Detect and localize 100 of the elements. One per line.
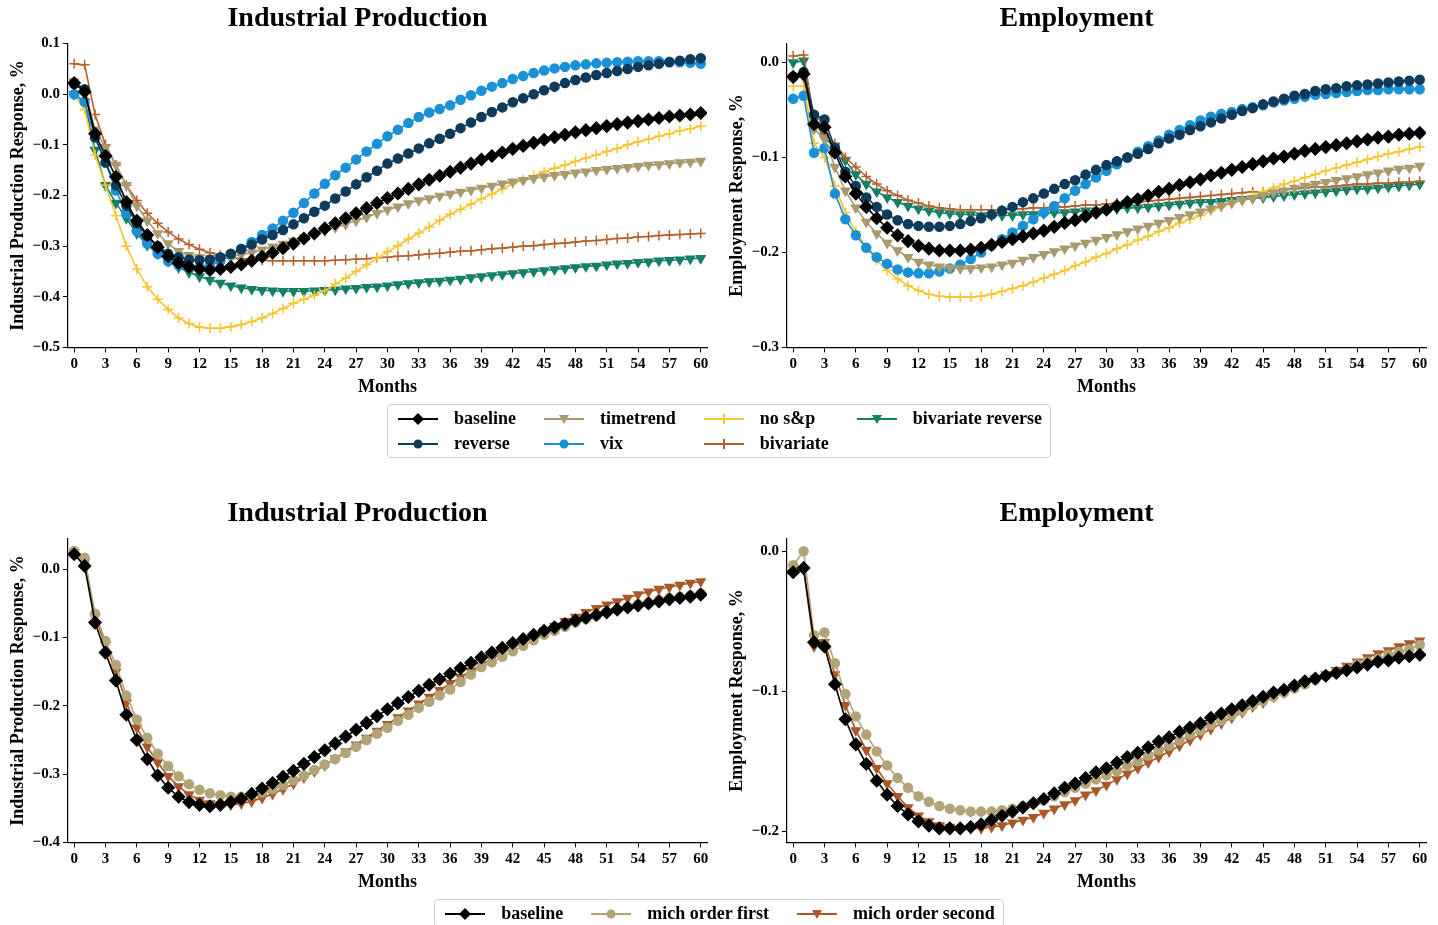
y-tick-label: −0.2 bbox=[32, 186, 60, 203]
x-tick-label: 24 bbox=[1036, 850, 1052, 867]
x-tick-label: 27 bbox=[1067, 850, 1084, 867]
chart-title: Industrial Production bbox=[227, 496, 488, 528]
x-axis-title: Months bbox=[1076, 870, 1136, 891]
legend-label: bivariate bbox=[759, 433, 829, 454]
y-tick-label: −0.5 bbox=[32, 338, 60, 355]
x-tick-label: 0 bbox=[789, 850, 797, 867]
y-tick-label: 0.0 bbox=[41, 85, 60, 102]
y-tick-label: −0.1 bbox=[32, 135, 60, 152]
x-tick-label: 0 bbox=[70, 355, 78, 372]
x-tick-label: 3 bbox=[820, 355, 829, 372]
x-tick-label: 45 bbox=[1255, 355, 1271, 372]
x-tick-label: 60 bbox=[693, 850, 709, 867]
x-tick-label: 15 bbox=[223, 850, 239, 867]
x-tick-label: 3 bbox=[101, 355, 110, 372]
x-tick-label: 36 bbox=[1161, 355, 1178, 372]
x-tick-label: 48 bbox=[567, 850, 583, 867]
x-tick-label: 48 bbox=[1286, 355, 1302, 372]
x-tick-label: 27 bbox=[1067, 355, 1084, 372]
x-tick-label: 60 bbox=[1412, 355, 1428, 372]
x-tick-label: 12 bbox=[191, 355, 207, 372]
x-tick-label: 36 bbox=[442, 355, 459, 372]
y-tick-label: −0.4 bbox=[32, 833, 61, 850]
y-tick-label: −0.4 bbox=[32, 287, 61, 304]
x-tick-label: 24 bbox=[317, 355, 333, 372]
legend-label: timetrend bbox=[600, 408, 676, 429]
x-tick-label: 24 bbox=[1036, 355, 1052, 372]
x-tick-label: 51 bbox=[599, 355, 615, 372]
y-tick-label: 0.1 bbox=[41, 34, 60, 51]
x-tick-label: 9 bbox=[883, 355, 891, 372]
x-tick-label: 33 bbox=[411, 850, 427, 867]
x-tick-label: 12 bbox=[191, 850, 207, 867]
y-tick-label: −0.3 bbox=[32, 237, 60, 254]
x-tick-label: 39 bbox=[1192, 850, 1208, 867]
y-axis-title: Industrial Production Response, % bbox=[7, 60, 28, 331]
x-tick-label: 45 bbox=[1255, 850, 1271, 867]
x-tick-label: 18 bbox=[254, 850, 270, 867]
x-tick-label: 33 bbox=[411, 355, 427, 372]
x-tick-label: 30 bbox=[379, 355, 395, 372]
y-tick-label: −0.1 bbox=[32, 628, 60, 645]
x-tick-label: 54 bbox=[1349, 850, 1366, 867]
x-tick-label: 39 bbox=[473, 850, 489, 867]
x-tick-label: 24 bbox=[317, 850, 333, 867]
y-tick-label: −0.1 bbox=[751, 682, 779, 699]
x-tick-label: 51 bbox=[1318, 850, 1334, 867]
x-tick-label: 6 bbox=[133, 355, 142, 372]
x-tick-label: 0 bbox=[789, 355, 797, 372]
x-tick-label: 21 bbox=[1004, 355, 1020, 372]
x-tick-label: 30 bbox=[1098, 355, 1114, 372]
x-tick-label: 15 bbox=[223, 355, 239, 372]
x-tick-label: 21 bbox=[285, 850, 301, 867]
x-tick-label: 51 bbox=[599, 850, 615, 867]
x-tick-label: 33 bbox=[1130, 850, 1146, 867]
x-tick-label: 6 bbox=[852, 355, 861, 372]
y-tick-label: 0.0 bbox=[760, 542, 779, 559]
legend-label: vix bbox=[600, 433, 624, 454]
x-tick-label: 42 bbox=[1224, 355, 1240, 372]
y-tick-label: −0.1 bbox=[751, 148, 779, 165]
x-tick-label: 15 bbox=[942, 355, 958, 372]
x-tick-label: 15 bbox=[942, 850, 958, 867]
x-tick-label: 27 bbox=[348, 355, 365, 372]
x-tick-label: 45 bbox=[536, 355, 552, 372]
x-tick-label: 48 bbox=[1286, 850, 1302, 867]
x-tick-label: 54 bbox=[630, 850, 647, 867]
x-tick-label: 45 bbox=[536, 850, 552, 867]
x-tick-label: 33 bbox=[1130, 355, 1146, 372]
y-tick-label: −0.2 bbox=[751, 822, 779, 839]
x-tick-label: 12 bbox=[910, 850, 926, 867]
y-tick-label: 0.0 bbox=[41, 560, 60, 577]
x-tick-label: 57 bbox=[661, 355, 678, 372]
x-tick-label: 60 bbox=[1412, 850, 1428, 867]
x-tick-label: 6 bbox=[133, 850, 142, 867]
x-tick-label: 39 bbox=[473, 355, 489, 372]
x-tick-label: 57 bbox=[1380, 850, 1397, 867]
legend-label: baseline bbox=[501, 903, 564, 924]
x-tick-label: 54 bbox=[630, 355, 647, 372]
legend-label: mich order second bbox=[853, 903, 995, 924]
y-axis-title: Employment Response, % bbox=[726, 94, 747, 297]
x-tick-label: 9 bbox=[164, 355, 172, 372]
x-tick-label: 60 bbox=[693, 355, 709, 372]
x-tick-label: 54 bbox=[1349, 355, 1366, 372]
x-tick-label: 30 bbox=[1098, 850, 1114, 867]
x-tick-label: 57 bbox=[1380, 355, 1397, 372]
y-axis-title: Employment Response, % bbox=[726, 589, 747, 792]
legend-label: bivariate reverse bbox=[912, 408, 1042, 429]
x-tick-label: 3 bbox=[820, 850, 829, 867]
x-tick-label: 6 bbox=[852, 850, 861, 867]
x-tick-label: 51 bbox=[1318, 355, 1334, 372]
y-axis-title: Industrial Production Response, % bbox=[7, 555, 28, 826]
legend-label: mich order first bbox=[647, 903, 769, 924]
x-tick-label: 0 bbox=[70, 850, 78, 867]
x-tick-label: 42 bbox=[1224, 850, 1240, 867]
x-tick-label: 9 bbox=[164, 850, 172, 867]
x-axis-title: Months bbox=[357, 870, 417, 891]
legend-label: no s&p bbox=[759, 408, 816, 429]
x-tick-label: 36 bbox=[442, 850, 459, 867]
x-tick-label: 21 bbox=[285, 355, 301, 372]
legend-label: reverse bbox=[454, 433, 510, 454]
x-tick-label: 18 bbox=[973, 355, 989, 372]
